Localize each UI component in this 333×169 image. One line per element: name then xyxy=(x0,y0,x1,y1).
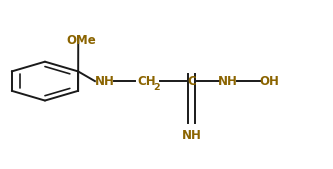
Text: OH: OH xyxy=(260,75,280,88)
Text: OMe: OMe xyxy=(67,34,97,47)
Text: NH: NH xyxy=(95,75,115,88)
Text: C: C xyxy=(187,75,196,88)
Text: CH: CH xyxy=(137,75,156,88)
Text: 2: 2 xyxy=(153,82,160,92)
Text: NH: NH xyxy=(218,75,238,88)
Text: NH: NH xyxy=(181,129,201,142)
